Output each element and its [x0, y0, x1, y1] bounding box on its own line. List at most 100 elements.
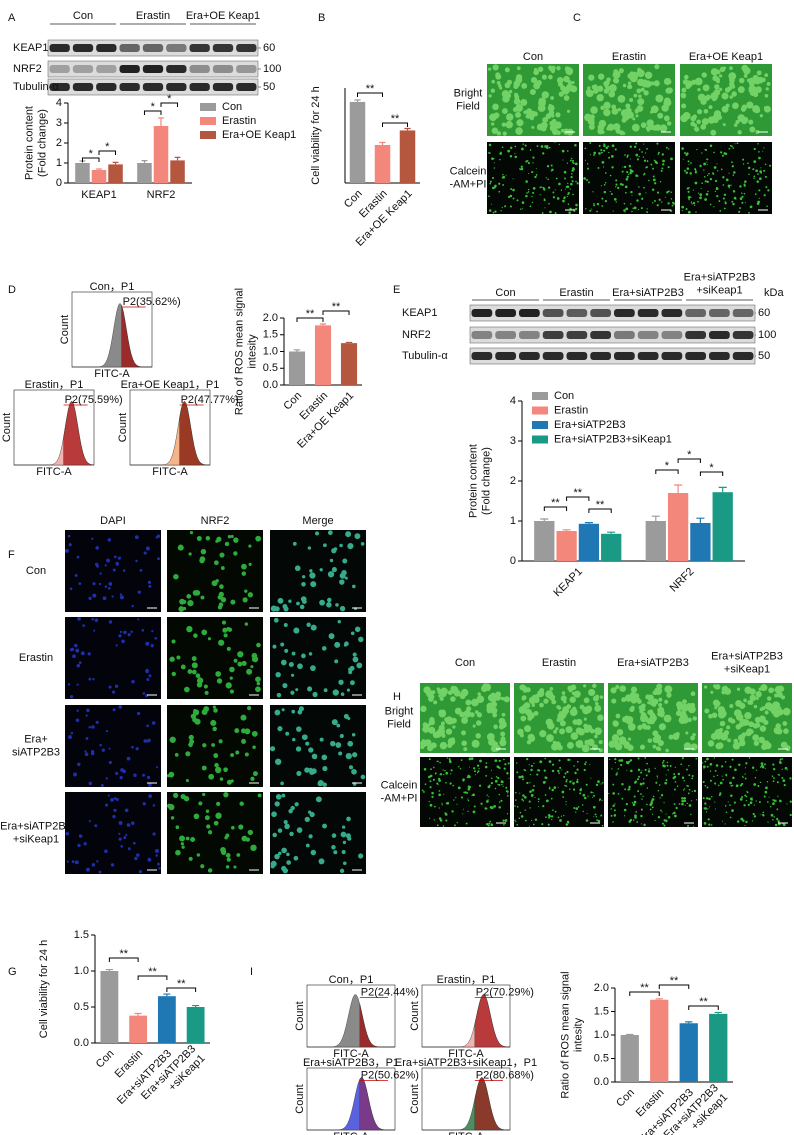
blot-band [519, 352, 540, 360]
histogram-gated [359, 1077, 395, 1131]
column-label: Era+siATP2B3 [617, 657, 689, 669]
column-label: NRF2 [201, 515, 230, 527]
significance-label: * [709, 462, 714, 474]
significance-bracket [629, 991, 660, 996]
blot-band [685, 331, 706, 339]
gate-label: P2(47.77%) [181, 394, 239, 406]
error-bar [293, 349, 301, 352]
error-bar [105, 968, 113, 971]
blot-band [732, 352, 754, 360]
blot-band [685, 352, 706, 360]
micrograph [167, 705, 263, 787]
blot-band [614, 352, 635, 360]
significance-label: ** [366, 83, 375, 95]
row-label: Calcein -AM+PI [450, 165, 487, 190]
y-tick-label: 0.5 [594, 1052, 609, 1064]
blot-group-label: Era+OE Keap1 [186, 10, 260, 22]
blot-band [212, 83, 234, 91]
row-label: Calcein -AM+PI [381, 779, 418, 804]
bar [690, 523, 711, 561]
panel-letter: D [8, 284, 16, 296]
panel-letter: F [8, 549, 15, 561]
y-axis-label: Protein content(Fold change) [23, 106, 48, 180]
significance-bracket [688, 1005, 719, 1010]
blot-group-label: Era+siATP2B3 +siKeap1 [684, 271, 756, 296]
flow-y-label: Count [294, 1001, 306, 1030]
legend-swatch [532, 435, 548, 444]
significance-label: ** [670, 975, 679, 987]
blot-band [590, 309, 611, 317]
blot-band [142, 44, 164, 52]
flow-title: Con，P1 [329, 974, 374, 986]
y-tick-label: 0 [56, 177, 62, 189]
blot-band [495, 309, 516, 317]
bar [712, 492, 733, 561]
row-label: Bright Field [454, 87, 483, 112]
bar [667, 493, 689, 561]
y-tick-label: 2 [510, 475, 516, 487]
y-axis-label: Protein content(Fold change) [467, 444, 492, 518]
legend-swatch [200, 131, 216, 139]
significance-bracket [98, 150, 117, 155]
blot-band [96, 83, 117, 91]
panel-letter: A [8, 12, 16, 24]
blot-band [119, 44, 140, 52]
y-tick-label: 0 [510, 555, 516, 567]
blot-band [661, 352, 683, 360]
blot-band [119, 65, 140, 73]
micrograph [167, 617, 263, 699]
significance-label: * [89, 148, 94, 160]
error-bar [141, 160, 148, 163]
blot-band [166, 44, 187, 52]
micrograph [270, 792, 366, 874]
cells [65, 794, 161, 874]
bar [620, 1035, 639, 1082]
blot-band [637, 352, 659, 360]
x-tick-label: Con [281, 390, 304, 413]
significance-label: ** [148, 966, 157, 978]
bar [186, 1007, 205, 1043]
bar [679, 1023, 698, 1082]
blot-band [72, 44, 94, 52]
error-bar [134, 1012, 142, 1016]
legend-label: Erastin [222, 115, 256, 127]
significance-label: ** [699, 996, 708, 1008]
blot-band [236, 83, 257, 91]
blot-band [566, 309, 588, 317]
significance-label: * [105, 141, 110, 153]
micrograph [514, 757, 604, 827]
cells [420, 683, 510, 753]
significance-bracket [588, 508, 612, 513]
panel-letter: G [8, 966, 17, 978]
error-bar [674, 484, 683, 493]
flow-y-label: Count [59, 315, 71, 344]
cells [270, 793, 364, 874]
kda-label: 60 [263, 42, 275, 54]
legend-label: Era+siATP2B3 [554, 419, 626, 431]
significance-bracket [655, 469, 679, 474]
y-tick-label: 1 [56, 157, 62, 169]
significance-bracket [658, 984, 690, 989]
cells [65, 534, 161, 608]
kda-label: 60 [758, 307, 770, 319]
y-tick-label: 1.0 [594, 1029, 609, 1041]
significance-bracket [677, 458, 701, 463]
blot-band [119, 83, 140, 91]
error-bar [718, 486, 727, 493]
blot-band [542, 309, 564, 317]
bar [108, 164, 123, 183]
flow-y-label: Count [409, 1084, 421, 1113]
flow-x-label: FITC-A [152, 466, 188, 478]
error-bar [696, 517, 705, 523]
blot-band [96, 44, 117, 52]
row-label: Era+ siATP2B3 [12, 733, 60, 758]
cells [704, 684, 791, 752]
significance-label: * [687, 449, 692, 461]
micrograph [270, 530, 366, 612]
x-tick-label: Con [94, 1048, 117, 1071]
histogram-gated [359, 1004, 395, 1048]
significance-bracket [143, 110, 162, 115]
blot-band [49, 83, 70, 91]
blot-group-label: Era+siATP2B3 [612, 287, 684, 299]
bar [153, 126, 169, 183]
